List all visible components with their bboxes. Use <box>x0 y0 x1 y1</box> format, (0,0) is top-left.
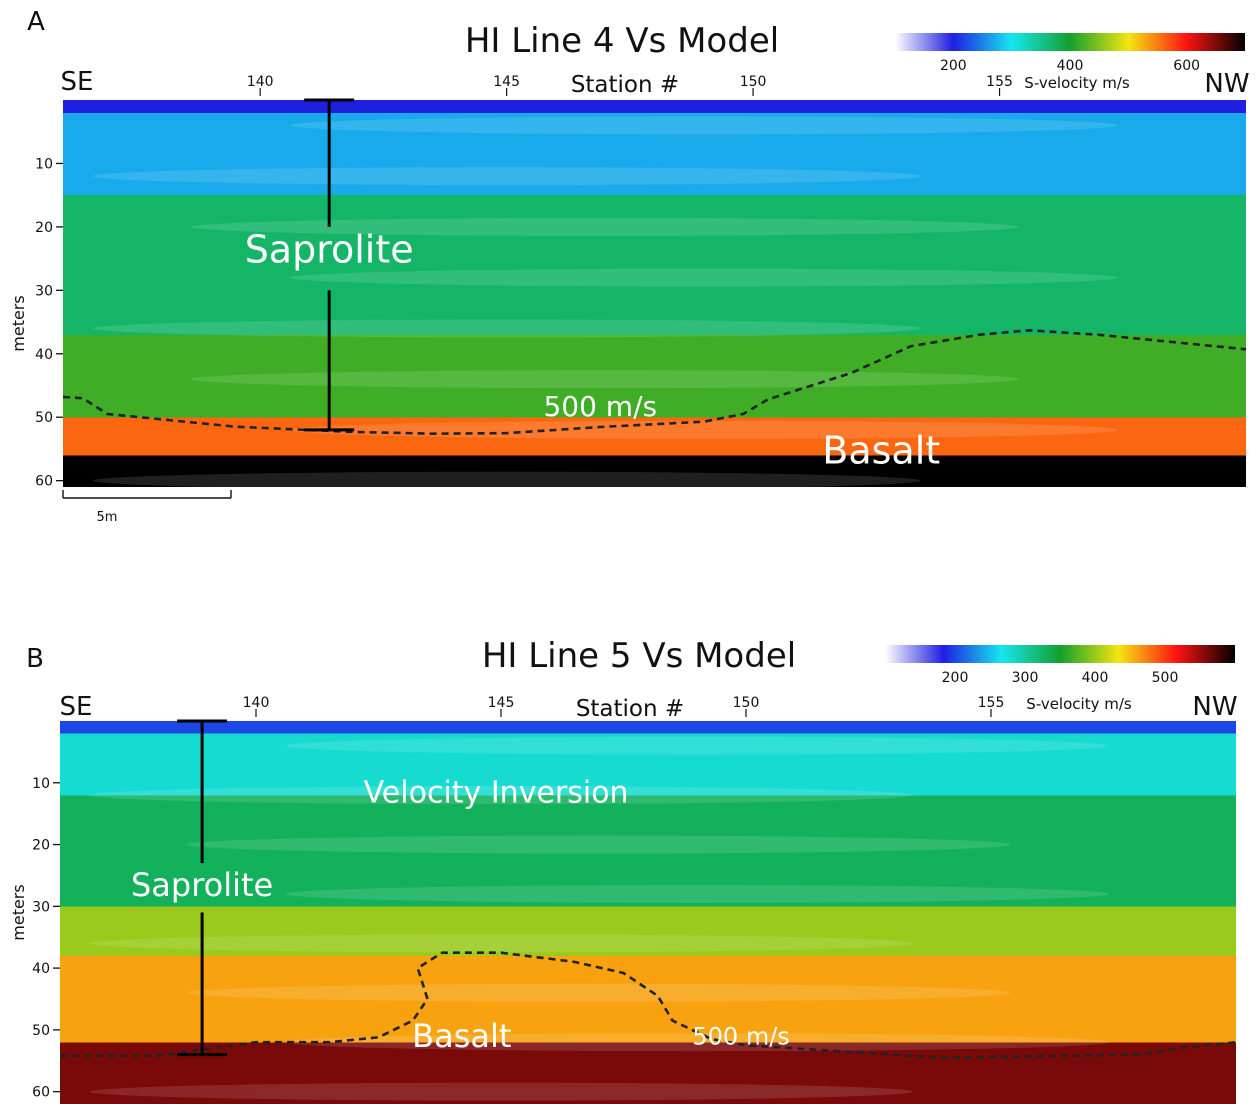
velocity-banding <box>89 736 1109 1101</box>
colorbar-tick-label: 200 <box>942 670 969 686</box>
contour-500-line <box>62 328 1247 436</box>
velocity-band <box>92 167 921 186</box>
velocity-band <box>191 217 1020 236</box>
annotation-saprolite: Saprolite <box>131 866 273 904</box>
annotation-500-m-s: 500 m/s <box>692 1022 789 1050</box>
x-axis-label: Station # <box>576 696 684 722</box>
y-tick-label: 10 <box>32 776 50 792</box>
y-tick-label: 60 <box>32 1085 50 1101</box>
y-axis-label: meters <box>9 884 28 940</box>
x-tick-label: 145 <box>493 74 520 90</box>
x-tick-label: 150 <box>733 695 760 711</box>
velocity-field <box>63 100 1246 487</box>
y-tick-label: 50 <box>32 1023 50 1039</box>
contour-500-line <box>60 951 1237 1060</box>
panel-a: A HI Line 4 Vs Model SE NW Station # 200 400 60… <box>9 7 1250 525</box>
orientation-label-se: SE <box>60 692 93 722</box>
y-tick-label: 30 <box>32 899 50 915</box>
colorbar-tick-label: 400 <box>1082 670 1109 686</box>
colorbar-label: S-velocity m/s <box>1024 74 1130 92</box>
y-tick-label: 20 <box>35 220 53 236</box>
velocity-band <box>289 268 1118 287</box>
y-tick-label: 20 <box>32 838 50 854</box>
chart-title: HI Line 5 Vs Model <box>482 636 796 676</box>
annotation-basalt: Basalt <box>822 429 940 473</box>
y-axis-label: meters <box>9 295 28 351</box>
scale-bar-label: 5m <box>97 510 118 525</box>
velocity-band <box>187 835 1011 854</box>
velocity-band <box>289 420 1118 439</box>
colorbar-tick-label: 500 <box>1152 670 1179 686</box>
x-tick-label: 140 <box>243 695 270 711</box>
colorbar-label: S-velocity m/s <box>1026 695 1132 713</box>
orientation-label-se: SE <box>61 67 94 97</box>
velocity-band <box>285 736 1109 755</box>
x-tick-label: 150 <box>740 74 767 90</box>
x-tick-label: 140 <box>247 74 274 90</box>
y-tick-label: 40 <box>35 347 53 363</box>
velocity-banding <box>92 116 1118 490</box>
y-tick-label: 30 <box>35 283 53 299</box>
velocity-band <box>92 319 921 338</box>
orientation-label-nw: NW <box>1204 69 1249 99</box>
annotation-basalt: Basalt <box>412 1017 511 1055</box>
x-tick-label: 155 <box>986 74 1013 90</box>
y-tick-label: 10 <box>35 156 53 172</box>
x-tick-label: 145 <box>488 695 515 711</box>
colorbar-tick-label: 600 <box>1173 58 1200 74</box>
panel-b: B HI Line 5 Vs Model SE NW Station # 200 300 40… <box>9 636 1238 1104</box>
orientation-label-nw: NW <box>1192 692 1237 722</box>
y-tick-label: 60 <box>35 474 53 490</box>
velocity-band <box>89 934 913 953</box>
annotation-velocity-inversion: Velocity Inversion <box>364 776 629 811</box>
y-tick-label: 50 <box>35 410 53 426</box>
velocity-field <box>60 721 1236 1104</box>
velocity-band <box>92 471 921 490</box>
colorbar-tick-label: 300 <box>1012 670 1039 686</box>
velocity-band <box>89 1082 913 1101</box>
colorbar <box>895 33 1245 51</box>
panel-letter: A <box>27 7 45 37</box>
colorbar-tick-label: 200 <box>940 58 967 74</box>
velocity-band <box>289 116 1118 135</box>
x-axis-label: Station # <box>571 72 679 98</box>
velocity-band <box>187 983 1011 1002</box>
velocity-band <box>191 370 1020 389</box>
annotation-500-m-s: 500 m/s <box>543 390 657 423</box>
panel-letter: B <box>26 644 44 674</box>
velocity-band <box>89 786 913 805</box>
colorbar-tick-label: 400 <box>1057 58 1084 74</box>
annotation-saprolite: Saprolite <box>245 227 414 271</box>
x-tick-label: 155 <box>978 695 1005 711</box>
y-tick-label: 40 <box>32 961 50 977</box>
velocity-band <box>285 884 1109 903</box>
chart-title: HI Line 4 Vs Model <box>465 21 779 61</box>
colorbar <box>885 645 1235 663</box>
velocity-band <box>285 1033 1109 1052</box>
